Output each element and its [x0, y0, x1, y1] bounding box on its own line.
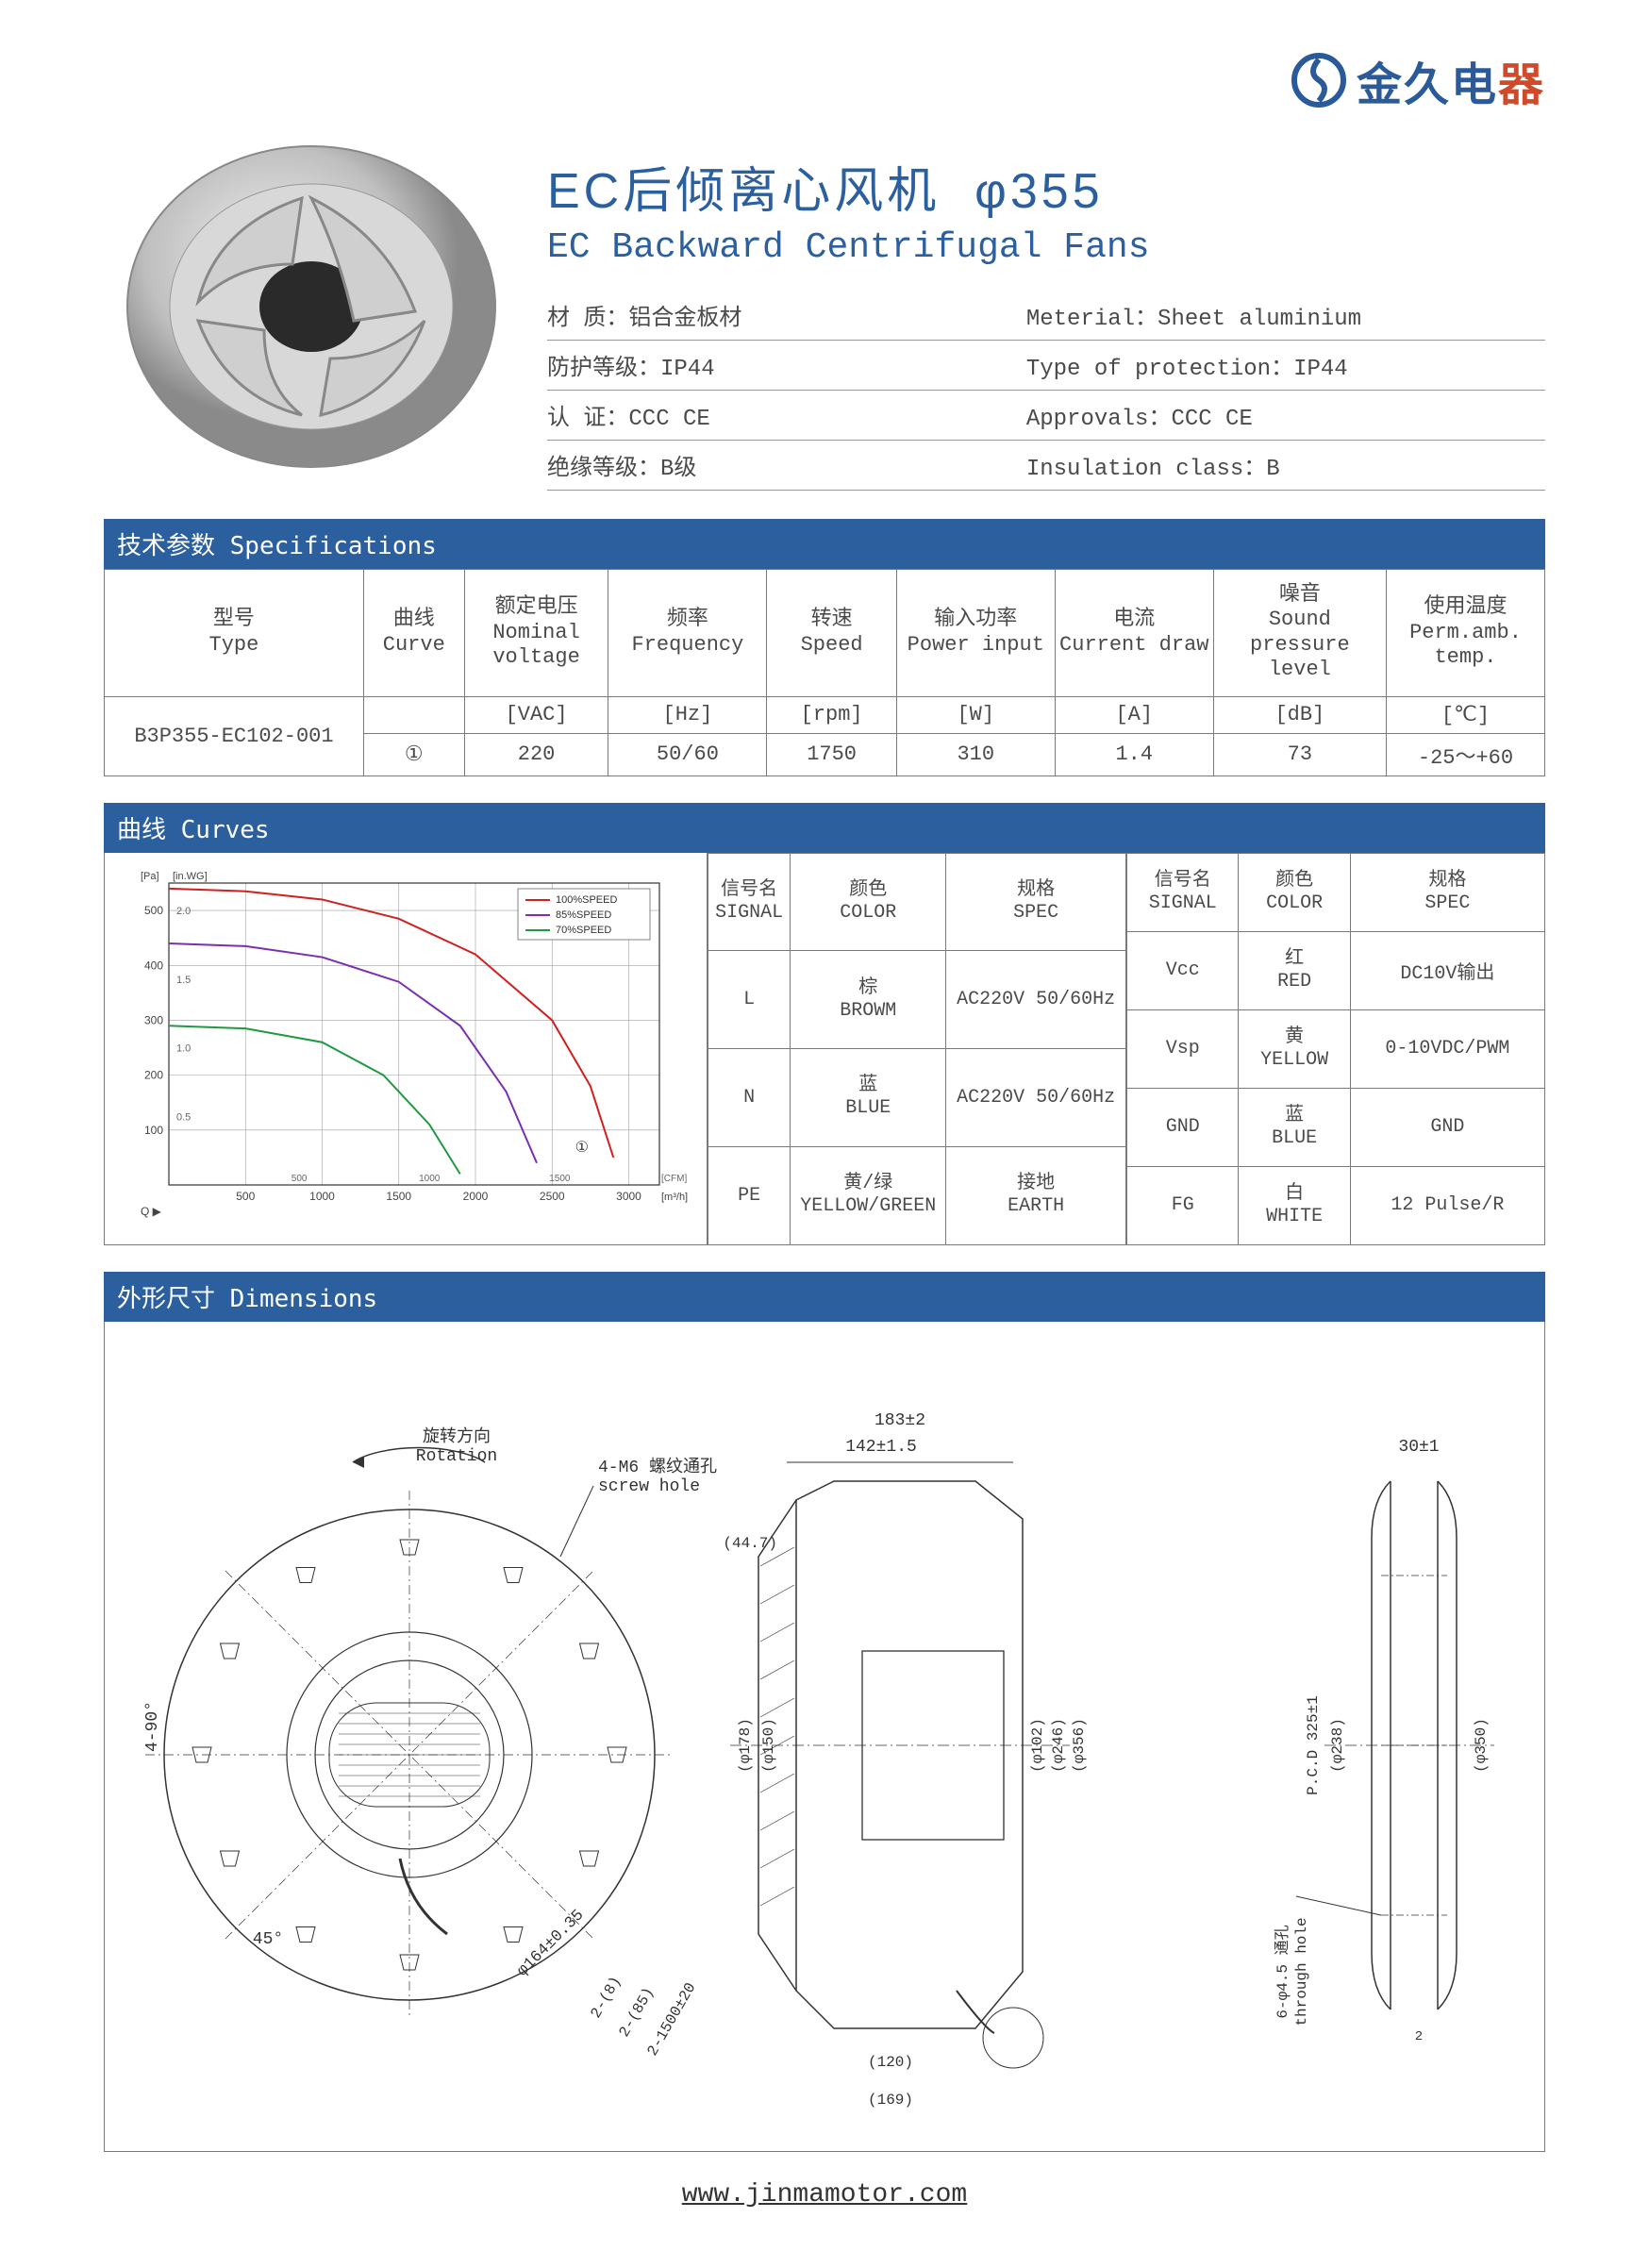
svg-text:183±2: 183±2 [874, 1411, 925, 1430]
svg-text:4-M6 螺纹通孔: 4-M6 螺纹通孔 [598, 1457, 717, 1477]
header: 金久电器 [104, 47, 1545, 113]
logo-icon [1291, 52, 1347, 108]
brand-name: 金久电器 [1357, 47, 1545, 113]
svg-text:142±1.5: 142±1.5 [845, 1438, 917, 1457]
section-bar-curves: 曲线 Curves [104, 803, 1545, 853]
svg-text:45°: 45° [253, 1930, 283, 1949]
attr-row: 绝缘等级：B级Insulation class：B [547, 441, 1545, 491]
title-block: EC后倾离心风机 φ355 EC Backward Centrifugal Fa… [547, 123, 1545, 491]
svg-text:φ164±0.35: φ164±0.35 [514, 1907, 588, 1980]
svg-text:500: 500 [144, 904, 163, 917]
svg-text:(φ350): (φ350) [1473, 1718, 1490, 1773]
attr-row: 材 质：铝合金板材Meterial：Sheet aluminium [547, 291, 1545, 341]
attributes-list: 材 质：铝合金板材Meterial：Sheet aluminium 防护等级：I… [547, 291, 1545, 491]
svg-text:(120): (120) [868, 2054, 913, 2071]
brand-logo: 金久电器 [1291, 47, 1545, 113]
svg-text:100: 100 [144, 1123, 163, 1136]
svg-text:30±1: 30±1 [1398, 1438, 1439, 1457]
spec-table: 型号Type 曲线Curve 额定电压Nominal voltage 频率Fre… [104, 569, 1545, 776]
title-cn: EC后倾离心风机 φ355 [547, 151, 1545, 222]
svg-text:(φ246): (φ246) [1050, 1718, 1067, 1773]
svg-text:[in.WG]: [in.WG] [173, 871, 208, 882]
svg-text:①: ① [575, 1140, 589, 1156]
signal-table-left: 信号名SIGNAL 颜色COLOR 规格SPEC L棕BROWMAC220V 5… [708, 853, 1126, 1245]
svg-text:2.0: 2.0 [176, 906, 191, 917]
svg-text:(169): (169) [868, 2092, 913, 2109]
signal-table-right: 信号名SIGNAL 颜色COLOR 规格SPEC Vcc红REDDC10V输出 … [1126, 853, 1545, 1245]
section-bar-dims: 外形尺寸 Dimensions [104, 1272, 1545, 1322]
svg-text:4-90°: 4-90° [143, 1701, 162, 1752]
spec-header-row: 型号Type 曲线Curve 额定电压Nominal voltage 频率Fre… [105, 570, 1545, 697]
svg-text:500: 500 [236, 1190, 255, 1203]
svg-text:1.0: 1.0 [176, 1042, 191, 1054]
svg-text:500: 500 [291, 1174, 308, 1184]
svg-text:[CFM]: [CFM] [661, 1174, 687, 1184]
spec-units-row: B3P355-EC102-001 [VAC][Hz][rpm] [W][A][d… [105, 696, 1545, 733]
curves-section: 500 400 300 200 100 [Pa] [in.WG] 2.0 1.5 1.0 0.5 50… [104, 853, 1545, 1245]
svg-text:P.C.D 325±1: P.C.D 325±1 [1305, 1695, 1322, 1795]
performance-chart: 500 400 300 200 100 [Pa] [in.WG] 2.0 1.5 1.0 0.5 50… [104, 853, 708, 1245]
svg-text:[Pa]: [Pa] [141, 871, 159, 882]
svg-text:旋转方向: 旋转方向 [423, 1426, 491, 1447]
svg-text:70%SPEED: 70%SPEED [556, 925, 611, 936]
svg-text:2-(85): 2-(85) [616, 1985, 658, 2041]
svg-text:Rotation: Rotation [416, 1447, 497, 1466]
section-bar-specs: 技术参数 Specifications [104, 519, 1545, 569]
svg-text:1000: 1000 [309, 1190, 335, 1203]
svg-text:200: 200 [144, 1068, 163, 1081]
svg-text:(φ178): (φ178) [737, 1718, 754, 1773]
svg-text:2000: 2000 [463, 1190, 489, 1203]
title-en: EC Backward Centrifugal Fans [547, 227, 1545, 268]
svg-text:300: 300 [144, 1013, 163, 1026]
svg-text:screw hole: screw hole [598, 1477, 700, 1496]
svg-text:(φ238): (φ238) [1329, 1718, 1346, 1773]
product-image [104, 123, 519, 481]
svg-text:1000: 1000 [419, 1174, 441, 1184]
svg-text:Q ▶: Q ▶ [141, 1205, 162, 1218]
signal-tables: 信号名SIGNAL 颜色COLOR 规格SPEC L棕BROWMAC220V 5… [708, 853, 1545, 1245]
svg-text:(φ150): (φ150) [760, 1718, 777, 1773]
svg-text:85%SPEED: 85%SPEED [556, 909, 611, 921]
svg-text:0.5: 0.5 [176, 1111, 191, 1123]
top-section: EC后倾离心风机 φ355 EC Backward Centrifugal Fa… [104, 123, 1545, 491]
svg-text:2-(8): 2-(8) [588, 1974, 625, 2022]
footer-url: www.jinmamotor.com [104, 2180, 1545, 2210]
svg-text:3000: 3000 [616, 1190, 641, 1203]
svg-text:1500: 1500 [386, 1190, 411, 1203]
dimensions-drawing: 旋转方向Rotation 4-M6 螺纹通孔screw hole 4-90° 45° φ… [104, 1322, 1545, 2152]
attr-row: 认 证：CCC CEApprovals：CCC CE [547, 391, 1545, 441]
svg-text:through hole: through hole [1293, 1917, 1310, 2026]
svg-text:400: 400 [144, 959, 163, 972]
attr-row: 防护等级：IP44Type of protection：IP44 [547, 341, 1545, 391]
svg-text:6-φ4.5 通孔: 6-φ4.5 通孔 [1274, 1925, 1291, 2018]
svg-text:1.5: 1.5 [176, 974, 191, 985]
svg-text:(φ356): (φ356) [1071, 1718, 1088, 1773]
svg-text:(φ102): (φ102) [1029, 1718, 1046, 1773]
svg-text:2500: 2500 [540, 1190, 565, 1203]
svg-text:100%SPEED: 100%SPEED [556, 894, 617, 906]
svg-text:[m³/h]: [m³/h] [661, 1192, 688, 1203]
svg-text:(44.7): (44.7) [723, 1535, 777, 1552]
svg-text:2: 2 [1415, 2029, 1423, 2044]
svg-text:1500: 1500 [549, 1174, 571, 1184]
